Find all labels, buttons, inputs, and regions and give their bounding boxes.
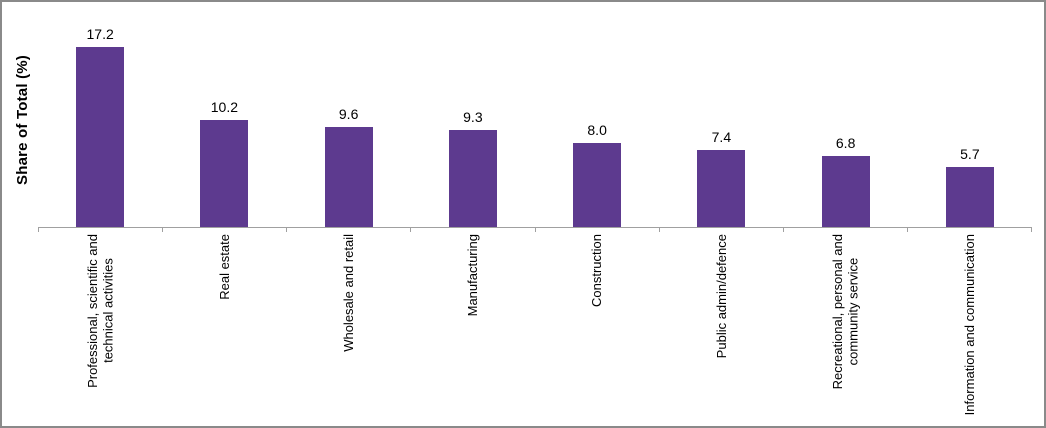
x-axis-tick [286, 228, 410, 232]
bar [573, 143, 622, 227]
x-axis-label-cell: Manufacturing [411, 234, 535, 422]
x-axis-tick [534, 228, 659, 232]
x-axis-tick [658, 228, 783, 232]
bar-value-label: 8.0 [587, 121, 607, 138]
y-axis-title: Share of Total (%) [14, 55, 31, 185]
x-axis-label-cell: Real estate [162, 234, 286, 422]
x-axis-category-label: Construction [589, 234, 605, 307]
bar [448, 130, 497, 227]
x-axis-tick [410, 228, 534, 232]
bar-value-label: 5.7 [960, 145, 980, 162]
x-axis-labels: Professional, scientific and technical a… [38, 234, 1032, 422]
bar [76, 47, 125, 227]
bar-group: 5.7 [908, 145, 1032, 227]
x-axis-category-label: Professional, scientific and technical a… [84, 234, 116, 388]
x-axis-label-cell: Public admin/defence [659, 234, 783, 422]
bar-value-label: 9.6 [338, 105, 359, 122]
bar-value-label: 17.2 [86, 25, 114, 42]
bar-value-label: 7.4 [711, 128, 732, 145]
x-axis-label-cell: Wholesale and retail [287, 234, 411, 422]
x-axis-ticks [38, 228, 1032, 232]
bar-group: 7.4 [659, 128, 783, 227]
x-axis-category-label: Recreational, personal and community ser… [830, 234, 861, 390]
bar [697, 150, 746, 227]
x-axis-category-label: Information and communication [962, 234, 978, 416]
x-axis-tick [906, 228, 1032, 232]
bar-group: 10.2 [162, 98, 286, 227]
x-axis-label-cell: Construction [535, 234, 659, 422]
bar-group: 9.3 [411, 108, 535, 227]
x-axis-label-cell: Professional, scientific and technical a… [38, 234, 162, 422]
x-axis-category-label: Real estate [216, 234, 232, 300]
x-axis-tick [162, 228, 286, 232]
bar-value-label: 9.3 [463, 108, 483, 125]
bar [200, 120, 249, 227]
x-axis-label-cell: Information and communication [908, 234, 1032, 422]
bar-group: 17.2 [38, 25, 162, 227]
bar [945, 167, 994, 227]
x-axis-category-label: Wholesale and retail [340, 234, 356, 352]
bar-value-label: 10.2 [210, 98, 238, 115]
bar-group: 8.0 [535, 121, 659, 227]
x-axis-tick [782, 228, 907, 232]
bar [821, 156, 870, 227]
plot-area: 17.2 10.2 9.6 9.3 8.0 7.4 6.8 5.7 [38, 2, 1032, 228]
bar-group: 6.8 [784, 134, 908, 227]
x-axis-category-label: Public admin/defence [713, 234, 729, 359]
bar-value-label: 6.8 [835, 134, 856, 151]
x-axis-label-cell: Recreational, personal and community ser… [784, 234, 908, 422]
bar-group: 9.6 [287, 105, 411, 227]
x-axis-tick [38, 228, 162, 232]
bar [324, 127, 373, 227]
x-axis-category-label: Manufacturing [465, 234, 481, 317]
